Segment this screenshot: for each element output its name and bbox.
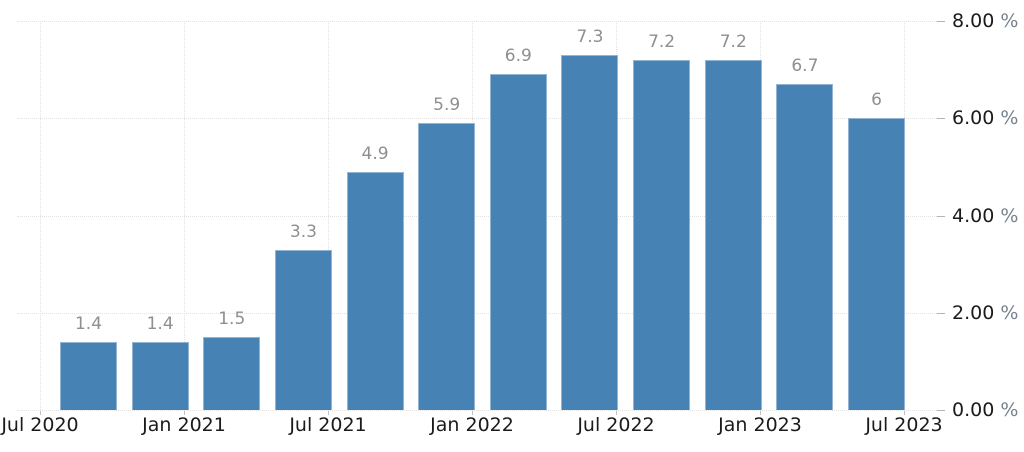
bar[interactable] (776, 84, 834, 410)
bar-value-label: 1.4 (74, 313, 103, 334)
bar-value-label: 1.5 (218, 309, 246, 330)
y-tick-unit: % (994, 204, 1019, 227)
x-axis-tick (472, 410, 473, 415)
bar[interactable] (704, 59, 762, 410)
bar-value-label: 3.3 (289, 221, 317, 242)
horizontal-gridline (17, 118, 945, 120)
y-tick-value: 6.00 (952, 107, 995, 130)
x-axis-tick-label: Jan 2023 (718, 414, 802, 436)
y-tick-unit: % (994, 10, 1019, 32)
x-axis-tick-label: Jan 2021 (142, 414, 226, 436)
horizontal-gridline (17, 215, 945, 217)
bar-value-label: 4.9 (361, 143, 389, 164)
bar[interactable] (561, 55, 619, 410)
x-axis-tick (328, 410, 329, 415)
bar-value-label: 5.9 (433, 95, 461, 116)
y-axis-tick-label: 6.00 % (952, 105, 1018, 131)
bar-value-label: 7.2 (719, 31, 747, 52)
y-tick-value: 2.00 (952, 301, 995, 324)
bar-value-label: 6 (871, 90, 882, 111)
x-axis-tick-label: Jul 2021 (289, 414, 367, 436)
y-axis-tick-label: 0.00 % (952, 397, 1018, 423)
y-tick-value: 0.00 (952, 399, 995, 421)
bar[interactable] (346, 171, 404, 410)
bar-value-label: 6.7 (791, 56, 819, 77)
x-axis-tick-label: Jul 2023 (865, 414, 943, 436)
bar[interactable] (60, 341, 117, 410)
bar-value-label: 7.2 (648, 31, 676, 52)
y-tick-unit: % (994, 107, 1019, 130)
y-axis-tick (937, 410, 945, 411)
bar-value-label: 1.4 (146, 313, 174, 334)
y-tick-value: 4.00 (952, 204, 995, 227)
y-axis-tick (937, 118, 945, 120)
y-axis-tick (937, 215, 945, 217)
y-tick-value: 8.00 (952, 10, 995, 32)
y-axis-tick (937, 312, 945, 314)
x-axis-tick (184, 410, 185, 415)
y-tick-unit: % (994, 399, 1019, 421)
y-axis-tick (937, 21, 945, 22)
bar-value-label: 6.9 (504, 46, 532, 67)
x-axis-tick-label: Jul 2022 (577, 414, 655, 436)
horizontal-gridline (17, 312, 945, 314)
x-axis-tick (760, 410, 761, 415)
x-axis-tick-label: Jan 2022 (430, 414, 514, 436)
bar[interactable] (131, 341, 189, 410)
x-axis-tick (616, 410, 617, 415)
bar[interactable] (633, 59, 691, 410)
y-tick-unit: % (994, 301, 1019, 324)
bar[interactable] (848, 118, 906, 410)
bar[interactable] (418, 123, 476, 410)
horizontal-gridline (17, 410, 945, 411)
x-axis-tick-label: Jul 2020 (1, 414, 79, 436)
y-axis-tick-label: 2.00 % (952, 300, 1018, 326)
bar[interactable] (489, 74, 547, 410)
bar[interactable] (203, 337, 261, 410)
y-axis-tick-label: 8.00 % (952, 8, 1018, 34)
bar-value-label: 7.3 (576, 27, 604, 48)
horizontal-gridline (17, 21, 945, 22)
x-axis-tick (904, 410, 905, 415)
x-axis-tick (40, 410, 41, 415)
y-axis-tick-label: 4.00 % (952, 203, 1018, 229)
bar[interactable] (274, 249, 332, 410)
